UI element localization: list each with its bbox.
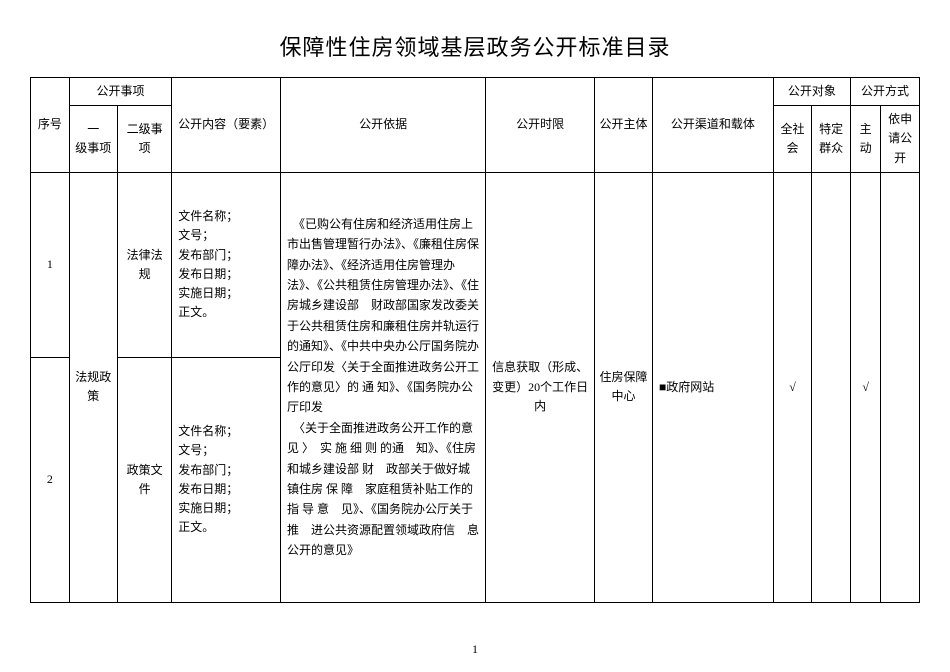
header-matter: 公开事项 — [69, 78, 172, 106]
header-seq: 序号 — [31, 78, 70, 173]
cell-content-2: 文件名称； 文号； 发布部门； 发布日期； 实施日期； 正文。 — [172, 357, 281, 602]
cell-all-society: √ — [773, 172, 812, 602]
header-level2: 二级事项 — [117, 106, 171, 173]
directory-table: 序号 公开事项 公开内容（要素） 公开依据 公开时限 公开主体 公开渠道和载体 … — [30, 77, 920, 603]
header-active: 主动 — [851, 106, 881, 173]
cell-seq-2: 2 — [31, 357, 70, 602]
cell-content-1: 文件名称； 文号； 发布部门； 发布日期； 实施日期； 正文。 — [172, 172, 281, 357]
header-channel: 公开渠道和载体 — [652, 78, 773, 173]
header-level1: 一 级事项 — [69, 106, 117, 173]
header-by-apply: 依申请公开 — [881, 106, 920, 173]
header-content: 公开内容（要素） — [172, 78, 281, 173]
cell-level1: 法规政策 — [69, 172, 117, 602]
page-number: 1 — [472, 642, 478, 657]
cell-seq-1: 1 — [31, 172, 70, 357]
cell-level2-2: 政策文件 — [117, 357, 171, 602]
cell-active: √ — [851, 172, 881, 602]
cell-by-apply — [881, 172, 920, 602]
header-subject: 公开主体 — [594, 78, 652, 173]
cell-subject: 住房保障中心 — [594, 172, 652, 602]
header-row-1: 序号 公开事项 公开内容（要素） 公开依据 公开时限 公开主体 公开渠道和载体 … — [31, 78, 920, 106]
cell-time: 信息获取（形成、变更）20个工作日内 — [486, 172, 595, 602]
cell-channel: ■政府网站 — [652, 172, 773, 602]
header-target: 公开对象 — [773, 78, 850, 106]
cell-level2-1: 法律法规 — [117, 172, 171, 357]
cell-specific — [812, 172, 851, 602]
table-row: 1 法规政策 法律法规 文件名称； 文号； 发布部门； 发布日期； 实施日期； … — [31, 172, 920, 357]
header-time: 公开时限 — [486, 78, 595, 173]
header-basis: 公开依据 — [280, 78, 485, 173]
page-title: 保障性住房领域基层政务公开标准目录 — [30, 30, 920, 62]
header-all-society: 全社会 — [773, 106, 812, 173]
header-method: 公开方式 — [851, 78, 920, 106]
header-specific: 特定群众 — [812, 106, 851, 173]
cell-basis: 《已购公有住房和经济适用住房上市出售管理暂行办法》、《廉租住房保障办法》、《经济… — [280, 172, 485, 602]
